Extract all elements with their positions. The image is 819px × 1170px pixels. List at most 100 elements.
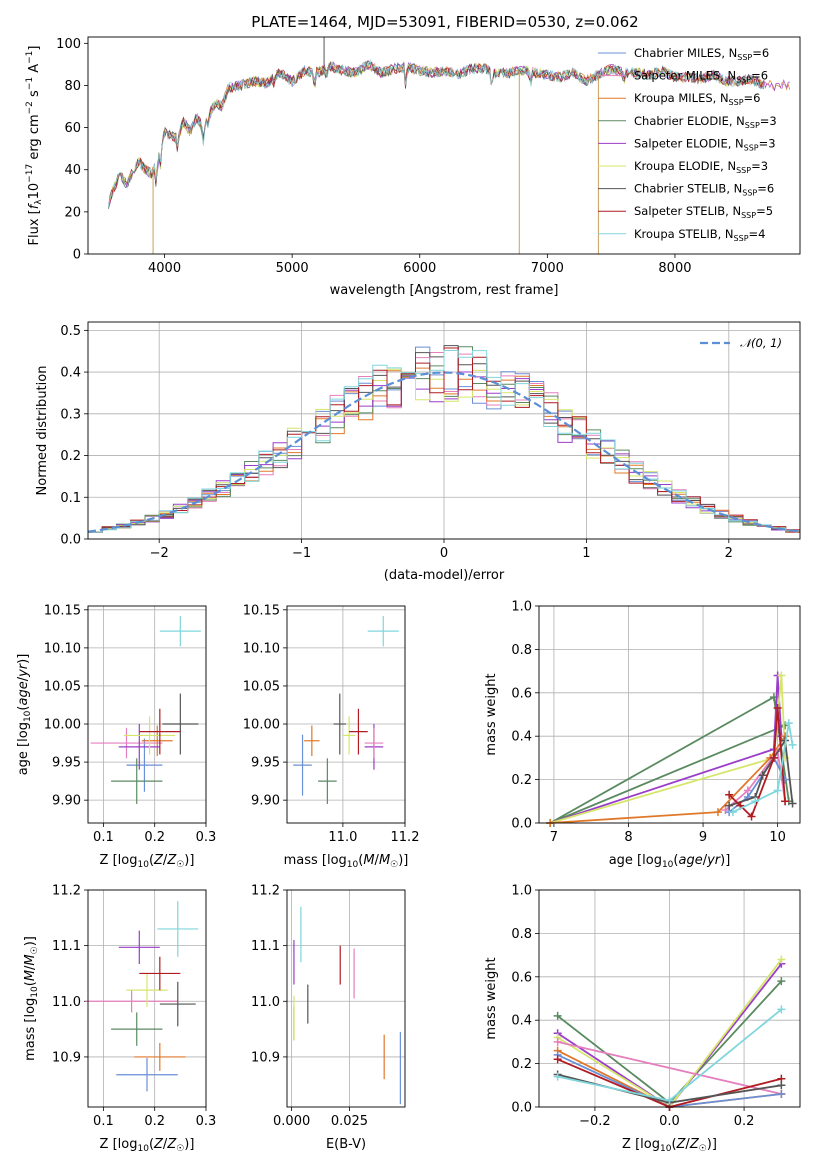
spectrum-ytick-label: 0 bbox=[73, 248, 81, 263]
age-Z-ytick-label: 10.15 bbox=[44, 603, 81, 618]
mass-EBV-xtick-label: 0.000 bbox=[273, 1114, 310, 1129]
mw-Z-ytick-label: 0.8 bbox=[511, 927, 532, 942]
spectrum-legend-label: Kroupa ELODIE, NSSP=3 bbox=[634, 159, 768, 175]
mw-age-marker bbox=[728, 808, 737, 817]
spectrum-legend-label: Salpeter MILES, NSSP=6 bbox=[634, 69, 768, 85]
mw-Z-ytick-label: 0.4 bbox=[511, 1014, 532, 1029]
spectrum-ytick-label: 80 bbox=[64, 79, 81, 94]
mass-EBV-frame bbox=[286, 889, 406, 1108]
mw-Z-frame bbox=[538, 889, 801, 1108]
mass-EBV-xlabel: E(B-V) bbox=[326, 1137, 366, 1152]
spectrum-frame bbox=[87, 36, 801, 255]
age-Z-ytick-label: 10.10 bbox=[44, 641, 81, 656]
mw-Z-xlabel: Z [log10(Z/Z☉)] bbox=[622, 1137, 717, 1154]
mw-age-xtick-label: 9 bbox=[699, 830, 707, 845]
spectrum-xtick-label: 4000 bbox=[148, 261, 181, 276]
age-Z-xtick-label: 0.2 bbox=[144, 830, 165, 845]
spectrum-ytick-label: 40 bbox=[64, 163, 81, 178]
mw-Z-marker bbox=[553, 1037, 562, 1046]
mass-EBV-ytick-label: 11.1 bbox=[251, 939, 280, 954]
age-mass-ytick-label: 10.05 bbox=[243, 679, 280, 694]
mw-age-marker bbox=[788, 740, 797, 749]
residuals-ytick-label: 0.0 bbox=[60, 533, 81, 548]
mw-age-marker bbox=[725, 790, 734, 799]
mw-Z-ytick-label: 0.0 bbox=[511, 1101, 532, 1116]
age-Z-ytick-label: 10.05 bbox=[44, 679, 81, 694]
mw-Z-marker bbox=[777, 1081, 786, 1090]
mw-age-marker bbox=[781, 775, 790, 784]
mass-EBV-ytick-label: 10.9 bbox=[251, 1050, 280, 1065]
mw-age-marker bbox=[769, 753, 778, 762]
mass-Z-xlabel: Z [log10(Z/Z☉)] bbox=[100, 1137, 195, 1154]
residual-xlabel: (data-model)/error bbox=[384, 568, 505, 583]
spectrum-xlabel: wavelength [Angstrom, rest frame] bbox=[330, 283, 559, 298]
age-Z-xtick-label: 0.1 bbox=[93, 830, 114, 845]
residual-ylabel: Normed distribution bbox=[35, 366, 50, 496]
mw-age-frame bbox=[538, 605, 801, 824]
mw-age-marker bbox=[788, 799, 797, 808]
spectrum-xtick-label: 8000 bbox=[658, 261, 691, 276]
mass-Z-xtick-label: 0.2 bbox=[144, 1114, 165, 1129]
residuals-xtick-label: 2 bbox=[725, 546, 733, 561]
mass-EBV-ytick-label: 11.2 bbox=[251, 884, 280, 899]
mw-Z-ytick-label: 0.6 bbox=[511, 970, 532, 985]
mw-age-ytick-label: 0.4 bbox=[511, 730, 532, 745]
mw-age-marker bbox=[773, 786, 782, 795]
mw-age-marker bbox=[784, 719, 793, 728]
spectrum-legend-label: Salpeter ELODIE, NSSP=3 bbox=[634, 136, 776, 152]
spectrum-ytick-label: 100 bbox=[56, 37, 81, 52]
mw-Z-marker bbox=[777, 1089, 786, 1098]
spectrum-ylabel: Flux [fλ10−17 erg cm−2 s−1 A−1] bbox=[25, 46, 44, 246]
residuals-frame bbox=[87, 321, 801, 540]
mw-age-ytick-label: 0.2 bbox=[511, 773, 532, 788]
residuals-xtick-label: 0 bbox=[440, 546, 448, 561]
age-mass-ytick-label: 9.90 bbox=[251, 794, 280, 809]
mw-Z-marker bbox=[777, 977, 786, 986]
residuals-xtick-label: 1 bbox=[582, 546, 590, 561]
mass-EBV-ytick-label: 11.0 bbox=[251, 995, 280, 1010]
mass-Z-ylabel: mass [log10(M/M☉)] bbox=[23, 936, 40, 1061]
mw-age-xtick-label: 8 bbox=[624, 830, 632, 845]
mw-Z-marker bbox=[777, 955, 786, 964]
age-mass-ytick-label: 9.95 bbox=[251, 756, 280, 771]
mass-Z-xtick-label: 0.3 bbox=[196, 1114, 217, 1129]
mw-Z-line-salpeter-miles bbox=[557, 1041, 782, 1095]
age-Z-ytick-label: 9.90 bbox=[52, 794, 81, 809]
residuals-ytick-label: 0.1 bbox=[60, 491, 81, 506]
mass-Z-ytick-label: 11.0 bbox=[52, 995, 81, 1010]
figure-title: PLATE=1464, MJD=53091, FIBERID=0530, z=0… bbox=[251, 13, 638, 31]
spectrum-legend-label: Chabrier STELIB, NSSP=6 bbox=[634, 182, 774, 198]
age-mass-xtick-label: 11.0 bbox=[328, 830, 357, 845]
spectrum-xtick-label: 5000 bbox=[276, 261, 309, 276]
age-mass-ytick-label: 10.15 bbox=[243, 603, 280, 618]
age-Z-xlabel: Z [log10(Z/Z☉)] bbox=[100, 853, 195, 870]
mw-age-xtick-label: 10 bbox=[769, 830, 786, 845]
age-mass-ytick-label: 10.00 bbox=[243, 718, 280, 733]
mass-Z-ytick-label: 11.1 bbox=[52, 939, 81, 954]
spectrum-legend-label: Chabrier ELODIE, NSSP=3 bbox=[634, 114, 777, 130]
mw-age-ytick-label: 0.6 bbox=[511, 686, 532, 701]
age-mass-frame bbox=[286, 605, 406, 824]
age-Z-ytick-label: 10.00 bbox=[44, 718, 81, 733]
mw-Z-xtick-label: −0.2 bbox=[579, 1114, 611, 1129]
spectrum-line-kroupa-stelib bbox=[108, 59, 764, 209]
spectrum-ytick-label: 20 bbox=[64, 205, 81, 220]
residual-gauss-curve bbox=[87, 371, 801, 533]
mw-age-xlabel: age [log10(age/yr)] bbox=[609, 853, 731, 870]
mw-Z-marker bbox=[777, 1005, 786, 1014]
residuals-ytick-label: 0.4 bbox=[60, 366, 81, 381]
age-mass-xtick-label: 11.2 bbox=[391, 830, 420, 845]
mass-Z-frame bbox=[87, 889, 207, 1108]
mw-age-ytick-label: 0.8 bbox=[511, 643, 532, 658]
mw-age-xtick-label: 7 bbox=[550, 830, 558, 845]
mw-age-ylabel: mass weight bbox=[484, 673, 499, 755]
mw-age-line-salpeter-stelib bbox=[728, 707, 786, 819]
mw-Z-ylabel: mass weight bbox=[484, 957, 499, 1039]
mw-age-marker bbox=[758, 771, 767, 780]
mass-Z-ytick-label: 10.9 bbox=[52, 1050, 81, 1065]
mw-Z-marker bbox=[553, 1011, 562, 1020]
age-mass-xlabel: mass [log10(M/M☉)] bbox=[284, 853, 409, 870]
spectrum-legend-label: Salpeter STELIB, NSSP=5 bbox=[634, 204, 773, 220]
